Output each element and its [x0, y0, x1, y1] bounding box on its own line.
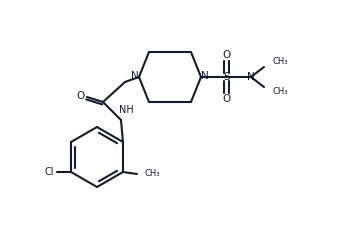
Text: CH₃: CH₃	[273, 58, 288, 67]
Text: NH: NH	[119, 105, 134, 115]
Text: S: S	[224, 72, 230, 82]
Text: N: N	[131, 71, 139, 81]
Text: O: O	[223, 50, 231, 60]
Text: CH₃: CH₃	[273, 88, 288, 97]
Text: O: O	[77, 91, 85, 101]
Text: N: N	[201, 71, 209, 81]
Text: CH₃: CH₃	[145, 169, 161, 178]
Text: Cl: Cl	[44, 167, 54, 177]
Text: O: O	[223, 94, 231, 104]
Text: N: N	[247, 72, 255, 82]
